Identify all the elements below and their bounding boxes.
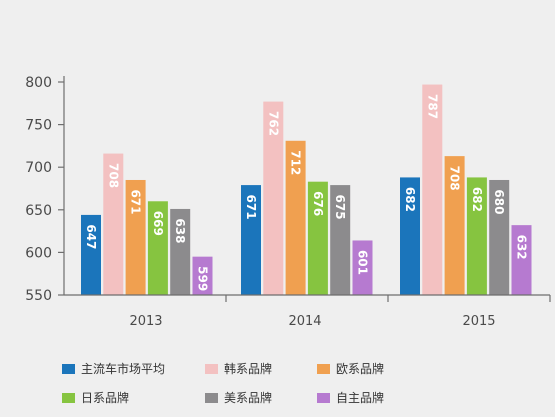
data-label: 601 [356, 250, 370, 275]
legend-swatch [317, 393, 330, 403]
legend-label: 自主品牌 [336, 391, 384, 405]
legend-label: 韩系品牌 [224, 361, 272, 376]
y-tick-label: 800 [25, 75, 52, 91]
data-label: 762 [266, 111, 280, 136]
data-label: 676 [311, 191, 325, 216]
bar [400, 177, 420, 295]
legend-swatch [62, 364, 75, 374]
data-label: 680 [492, 189, 506, 214]
data-label: 669 [151, 211, 165, 236]
data-label: 787 [425, 94, 439, 119]
bar [285, 140, 306, 295]
data-label: 638 [173, 218, 187, 243]
legend-label: 美系品牌 [224, 391, 272, 405]
bar [307, 181, 328, 295]
y-tick-label: 700 [25, 160, 52, 176]
data-label: 632 [515, 235, 529, 260]
x-tick-label: 2014 [288, 314, 321, 329]
bar [103, 153, 124, 295]
data-label: 671 [129, 189, 143, 214]
legend-swatch [62, 393, 75, 403]
legend-swatch [205, 364, 218, 374]
data-label: 647 [84, 224, 98, 249]
data-label: 675 [333, 195, 347, 220]
bars: 647 671 682 708 762 787 671 712 708 669 676 682 638 6… [81, 84, 532, 295]
x-tick-label: 2015 [462, 314, 495, 329]
legend-label: 主流车市场平均 [81, 361, 165, 376]
bar [125, 179, 146, 295]
data-label: 682 [403, 187, 417, 212]
data-label: 599 [196, 266, 210, 291]
bar [147, 201, 168, 295]
legend-swatch [205, 393, 218, 403]
bar [263, 101, 284, 295]
legend-label: 欧系品牌 [336, 362, 384, 376]
data-label: 708 [106, 163, 120, 188]
bar [352, 240, 373, 295]
bar [466, 177, 487, 295]
bar [511, 225, 532, 295]
x-tick-label: 2013 [129, 314, 162, 329]
bar [444, 156, 465, 295]
bar [170, 208, 191, 295]
data-label: 712 [289, 150, 303, 175]
y-axis: 550 600 650 700 750 800 [25, 75, 65, 304]
bar [241, 185, 261, 295]
x-axis: 2013 2014 2015 [64, 294, 551, 329]
bar [81, 214, 101, 295]
y-tick-label: 600 [25, 245, 52, 261]
y-tick-label: 550 [25, 288, 52, 304]
data-label: 671 [244, 195, 258, 220]
bar [489, 179, 510, 295]
legend-swatch [317, 364, 330, 374]
bar [330, 185, 351, 295]
y-tick-label: 650 [25, 203, 52, 219]
bar [422, 84, 443, 295]
legend-label: 日系品牌 [81, 391, 129, 405]
data-label: 708 [448, 166, 462, 191]
data-label: 682 [470, 187, 484, 212]
y-tick-label: 750 [25, 118, 52, 134]
bar [192, 256, 213, 295]
